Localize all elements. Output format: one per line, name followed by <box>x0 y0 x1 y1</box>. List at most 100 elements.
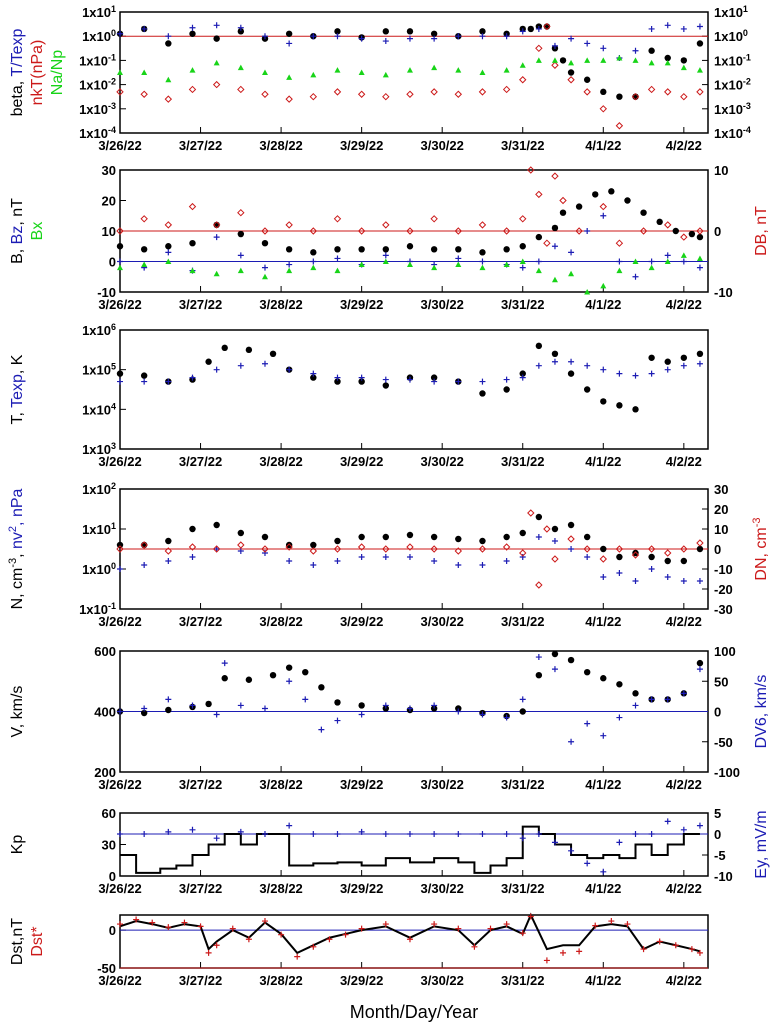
panel-Dst: 3/26/22 3/27/22 3/28/22 3/29/22 3/30/22 3/31/… <box>9 912 709 988</box>
data-point <box>608 918 615 925</box>
data-point <box>261 227 269 235</box>
x-tick-label: 3/29/22 <box>340 454 383 469</box>
data-point <box>519 215 527 223</box>
y-axis-title: N, cm-3, nv2, nPa <box>7 488 26 609</box>
y-tick-label: 1x101 <box>82 521 116 537</box>
data-point <box>310 370 317 377</box>
data-point <box>551 243 558 250</box>
data-point <box>430 215 438 223</box>
data-point <box>431 558 438 564</box>
x-tick-label: 3/30/22 <box>421 138 464 153</box>
series-kp <box>120 825 700 874</box>
data-point <box>406 705 413 712</box>
series-b <box>116 188 704 256</box>
data-point <box>334 33 341 40</box>
data-point <box>519 370 526 377</box>
data-point <box>342 931 349 938</box>
data-point <box>430 533 438 541</box>
data-point <box>648 354 655 361</box>
data-point <box>358 378 365 385</box>
data-point <box>535 25 542 32</box>
data-point <box>286 366 293 373</box>
x-tick-label: 3/27/22 <box>179 614 222 629</box>
data-point <box>406 28 414 35</box>
data-point <box>455 831 462 837</box>
data-point <box>551 172 559 180</box>
data-point <box>519 835 526 842</box>
data-point <box>358 925 365 932</box>
data-point <box>455 708 462 715</box>
x-tick-label: 3/27/22 <box>179 138 222 153</box>
series-dst- <box>117 913 703 964</box>
data-point <box>382 702 389 709</box>
data-point <box>334 67 341 73</box>
data-point <box>680 557 688 565</box>
panel-V: 3/26/22 3/27/22 3/28/22 3/29/22 3/30/22 3/31/… <box>9 644 770 792</box>
data-point <box>519 76 527 84</box>
data-point <box>599 105 607 113</box>
data-point <box>382 246 390 253</box>
data-point <box>583 668 591 676</box>
data-point <box>141 705 148 712</box>
data-point <box>212 545 221 553</box>
data-point <box>213 221 220 229</box>
data-point <box>357 543 366 551</box>
data-point <box>478 545 487 553</box>
data-point <box>116 370 124 377</box>
data-point <box>189 30 196 37</box>
data-point <box>261 90 269 98</box>
x-tick-label: 3/31/22 <box>501 973 544 988</box>
data-point <box>535 513 543 521</box>
y-axis-title-3: Na/Np <box>49 50 66 95</box>
data-point <box>334 246 341 253</box>
data-point <box>189 702 196 709</box>
data-point <box>479 537 486 545</box>
data-point <box>454 547 463 555</box>
data-point <box>237 252 244 259</box>
data-point <box>680 258 687 265</box>
y-tick-label: 1x100 <box>82 561 116 577</box>
data-point <box>333 545 342 553</box>
data-point <box>278 931 285 938</box>
data-point <box>334 374 341 381</box>
data-point <box>431 264 438 271</box>
data-point <box>680 25 687 32</box>
y-tick-label: 20 <box>102 194 116 209</box>
series-t-texp <box>117 22 703 61</box>
data-point <box>551 276 558 283</box>
y-tick-label: -50 <box>97 961 116 976</box>
x-tick-label: 4/1/22 <box>585 454 621 469</box>
data-point <box>576 948 583 955</box>
data-point <box>117 264 123 271</box>
y-axis-title: B, Bz, nT <box>9 198 26 264</box>
data-point <box>615 122 624 130</box>
data-point <box>334 717 341 724</box>
data-point <box>696 23 703 30</box>
data-point <box>519 264 526 271</box>
data-point <box>269 350 277 357</box>
x-tick-label: 3/27/22 <box>179 881 222 896</box>
data-point <box>213 835 220 842</box>
data-point <box>382 533 390 541</box>
data-point <box>237 24 244 31</box>
data-point <box>430 705 438 712</box>
data-point <box>479 69 486 75</box>
y-tick-label: 10 <box>102 224 116 239</box>
data-point <box>535 190 543 199</box>
data-point <box>696 255 703 261</box>
x-tick-label: 4/2/22 <box>666 973 702 988</box>
series-db <box>116 166 704 247</box>
data-point <box>358 702 365 709</box>
data-point <box>584 57 591 63</box>
data-point <box>639 227 648 235</box>
data-point <box>140 709 148 717</box>
data-point <box>479 249 486 256</box>
y2-tick-label: -10 <box>714 285 733 300</box>
x-tick-label: 3/26/22 <box>98 614 141 629</box>
data-point <box>116 88 124 96</box>
data-point <box>358 533 365 541</box>
x-tick-label: 3/26/22 <box>98 454 141 469</box>
x-tick-label: 3/29/22 <box>340 777 383 792</box>
data-point <box>551 358 558 365</box>
data-point <box>358 261 365 268</box>
